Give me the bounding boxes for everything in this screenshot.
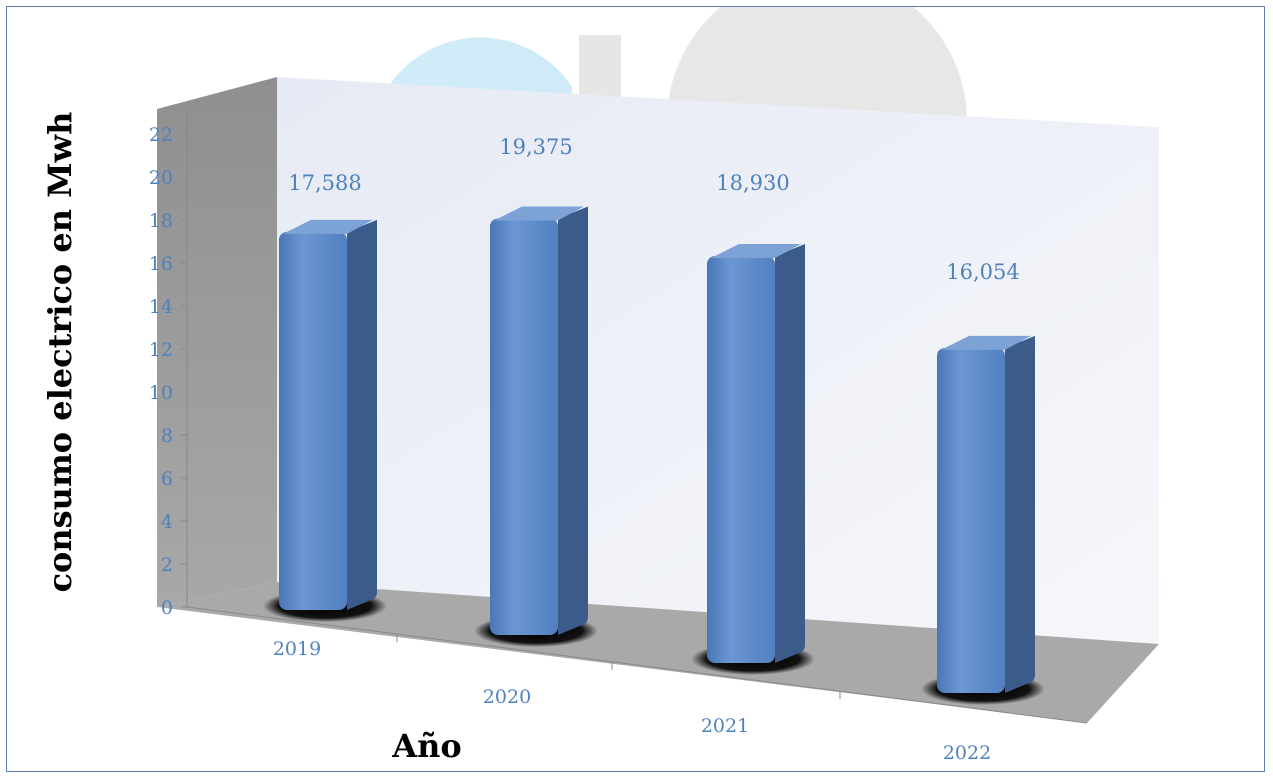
- bar-front: [937, 347, 1005, 693]
- bar-top: [941, 335, 1031, 350]
- y-tick-label: 4: [161, 511, 173, 533]
- data-label: 19,375: [499, 135, 572, 159]
- y-axis-ticks: 0 2 4 6 8 10 12 14 16 18 20 22: [149, 124, 187, 619]
- bar-front: [707, 256, 775, 663]
- y-tick-label: 16: [149, 253, 173, 275]
- y-tick-label: 22: [149, 124, 173, 146]
- x-axis-labels: 2019 2020 2021 2022: [273, 638, 991, 764]
- y-tick-label: 18: [149, 210, 173, 232]
- x-tick-label: 2022: [943, 742, 991, 764]
- y-tick-label: 6: [161, 468, 173, 490]
- y-tick-label: 10: [149, 382, 173, 404]
- bar-side: [558, 206, 588, 635]
- chart-frame: 0 2 4 6 8 10 12 14 16 18 20 22 2019 2020 2021 2022 17,…: [6, 6, 1265, 772]
- y-tick-label: 2: [161, 554, 173, 576]
- y-tick-label: 14: [149, 296, 173, 318]
- y-axis-title: consumo electrico en Mwh: [41, 112, 79, 593]
- y-tick-label: 8: [161, 425, 173, 447]
- x-tick-label: 2021: [701, 715, 749, 737]
- x-axis-line: [186, 606, 1088, 724]
- bar-top: [494, 206, 584, 221]
- bar-front: [490, 218, 558, 635]
- x-axis-title: Año: [391, 727, 461, 765]
- data-label: 16,054: [946, 260, 1019, 284]
- data-label: 17,588: [288, 171, 361, 195]
- x-tick-label: 2020: [483, 686, 531, 708]
- x-tick-label: 2019: [273, 638, 321, 660]
- bar-side: [347, 219, 377, 610]
- data-label: 18,930: [716, 171, 789, 195]
- bar-top: [711, 244, 801, 259]
- bar-side: [775, 244, 805, 663]
- y-tick-label: 0: [161, 597, 173, 619]
- bar-top: [283, 219, 373, 234]
- bar-2022: [937, 335, 1035, 693]
- bar-2019: [279, 219, 377, 610]
- bars: [263, 206, 1045, 705]
- bar-side: [1005, 335, 1035, 693]
- x-axis-ticks: [396, 634, 841, 700]
- floor: [157, 582, 1159, 723]
- y-tick-label: 20: [149, 167, 173, 189]
- side-wall: [157, 77, 277, 607]
- data-labels: 17,588 19,375 18,930 16,054: [288, 135, 1019, 284]
- bar-2021: [707, 244, 805, 663]
- bar-front: [279, 231, 347, 610]
- y-tick-label: 12: [149, 339, 173, 361]
- bar-2020: [490, 206, 588, 635]
